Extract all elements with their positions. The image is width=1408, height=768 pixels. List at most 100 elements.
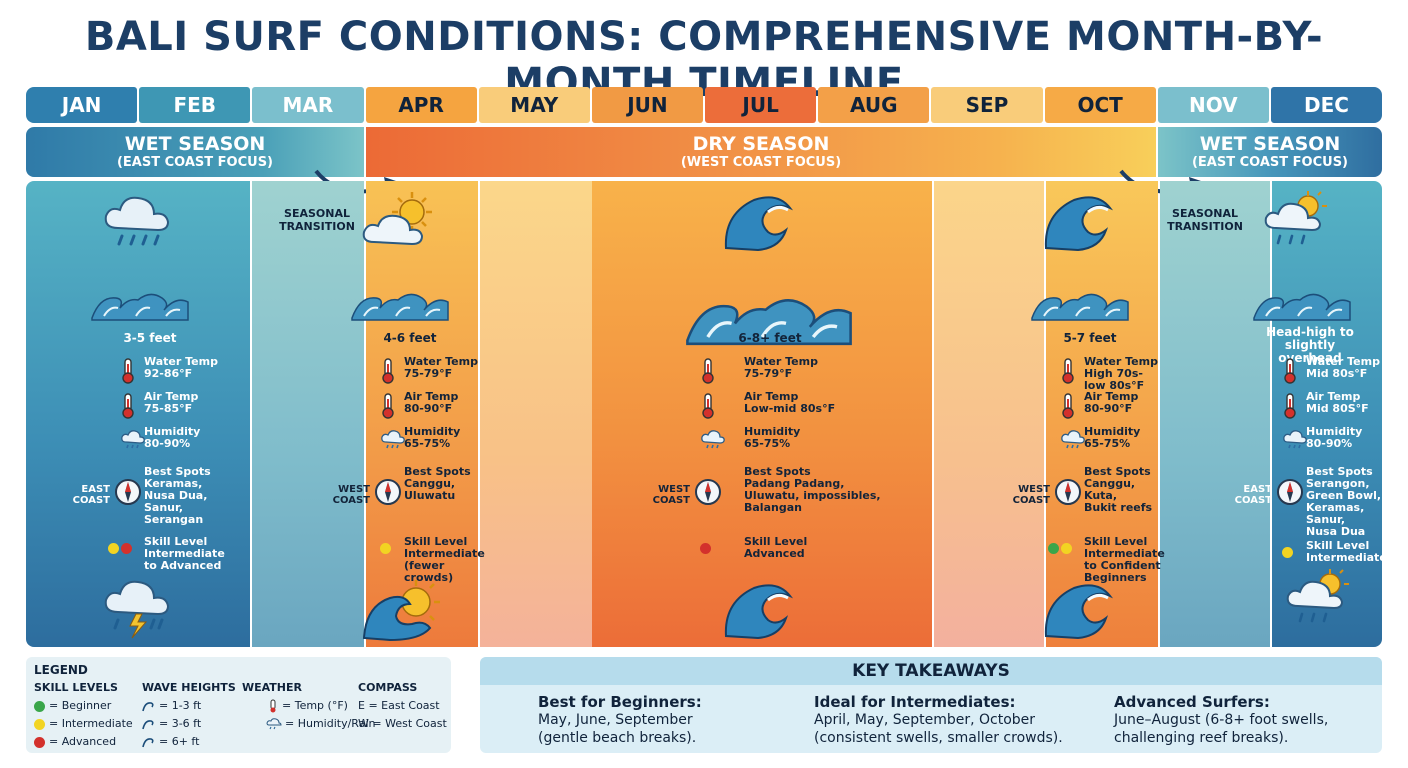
month-jun: JUN xyxy=(591,87,704,123)
takeaway-body: April, May, September, October (consiste… xyxy=(814,712,1063,746)
skill-dots xyxy=(108,538,134,557)
water-value: 75-79°F xyxy=(744,367,793,380)
hum-value: 80-90% xyxy=(1306,437,1353,450)
air-label: Air Temp xyxy=(1084,390,1139,403)
compass-icon xyxy=(694,478,722,510)
column-jan-feb xyxy=(26,181,250,647)
water-value: High 70s- low 80s°F xyxy=(1084,367,1145,392)
air-label: Air Temp xyxy=(1306,390,1361,403)
legend-wave-item: = 6+ ft xyxy=(142,735,199,748)
legend-text: = Intermediate xyxy=(49,717,133,730)
coast-label: WEST COAST xyxy=(1012,484,1050,506)
spots-value: Keramas, Nusa Dua, Sanur, Serangan xyxy=(144,477,208,526)
humidity-icon xyxy=(700,428,726,454)
month-apr: APR xyxy=(365,87,477,123)
skill-value: Intermediate to Confident Beginners xyxy=(1084,547,1165,584)
wave-height-text: Head-high to slightly overhead xyxy=(1266,325,1354,365)
skill-dot xyxy=(700,543,711,554)
season-sub: (EAST COAST FOCUS) xyxy=(116,154,274,170)
thermometer-icon xyxy=(120,358,136,388)
skill-dots xyxy=(380,538,393,557)
compass-icon xyxy=(1054,478,1082,510)
legend-compass-item: W = West Coast xyxy=(358,717,447,730)
takeaway-body: June–August (6-8+ foot swells, challengi… xyxy=(1114,712,1329,746)
legend-text: = Temp (°F) xyxy=(282,699,348,712)
season-sub: (WEST COAST FOCUS) xyxy=(680,154,842,170)
skill-dot xyxy=(34,736,45,748)
legend-weather-item: = Temp (°F) xyxy=(268,699,348,713)
skill-dot xyxy=(1048,543,1059,554)
legend-title: LEGEND xyxy=(34,663,88,677)
spots-label: Best Spots xyxy=(1084,465,1151,478)
coast-label: EAST COAST xyxy=(72,484,110,506)
legend-text: = 1-3 ft xyxy=(159,699,202,712)
column-mar xyxy=(252,181,364,647)
month-dec: DEC xyxy=(1270,87,1383,123)
skill-label: Skill Level xyxy=(404,535,468,548)
coast-label: WEST COAST xyxy=(652,484,690,506)
skill-value: Intermediate to Advanced xyxy=(144,547,225,572)
air-label: Air Temp xyxy=(144,390,199,403)
skill-dot xyxy=(380,543,391,554)
legend-text: = 6+ ft xyxy=(159,735,200,748)
hum-label: Humidity xyxy=(744,425,801,438)
legend-weather-item: = Humidity/Rain xyxy=(266,717,375,730)
column-nov xyxy=(1160,181,1270,647)
spots-value: Canggu, Kuta, Bukit reefs xyxy=(1084,477,1153,514)
column-may xyxy=(480,181,592,647)
thermometer-icon xyxy=(1282,358,1298,388)
wave-icon xyxy=(360,578,450,646)
skill-dot xyxy=(1282,547,1293,558)
takeaway-head: Advanced Surfers: xyxy=(1114,693,1270,711)
weather-icon xyxy=(100,190,180,258)
takeaway-advanced: Advanced Surfers: June–August (6-8+ foot… xyxy=(1114,693,1374,747)
humidity-icon xyxy=(120,428,146,454)
thermometer-icon xyxy=(120,393,136,423)
wave-height-icon xyxy=(684,286,854,354)
spots-value: Serangon, Green Bowl, Keramas, Sanur, Nu… xyxy=(1306,477,1382,538)
air-label: Air Temp xyxy=(744,390,799,403)
wave-height-text: 6-8+ feet xyxy=(738,331,802,345)
legend-compass-title: COMPASS xyxy=(358,681,418,694)
wave-height-icon xyxy=(90,286,190,326)
hum-value: 65-75% xyxy=(404,437,451,450)
spots-value: Padang Padang, Uluwatu, impossibles, Bal… xyxy=(744,477,881,514)
legend-text: = Humidity/Rain xyxy=(285,717,376,730)
water-label: Water Temp xyxy=(144,355,218,368)
humidity-icon xyxy=(1060,428,1086,454)
takeaways-title: KEY TAKEAWAYS xyxy=(480,657,1382,685)
wave-icon xyxy=(720,578,800,646)
water-label: Water Temp xyxy=(1306,355,1380,368)
month-feb: FEB xyxy=(139,87,251,123)
weather-icon xyxy=(1284,568,1354,632)
month-sep: SEP xyxy=(931,87,1043,123)
month-jul: JUL xyxy=(705,87,817,123)
wave-height-text: 3-5 feet xyxy=(123,331,177,345)
month-columns xyxy=(26,181,1382,647)
month-jan: JAN xyxy=(26,87,138,123)
skill-dots xyxy=(700,538,713,557)
compass-icon xyxy=(374,478,402,510)
humidity-icon xyxy=(1282,428,1308,454)
coast-label: EAST COAST xyxy=(1234,484,1272,506)
thermometer-icon xyxy=(380,393,396,423)
skill-dot xyxy=(1061,543,1072,554)
legend-skill-item: = Beginner xyxy=(34,699,111,712)
hum-label: Humidity xyxy=(1084,425,1141,438)
skill-label: Skill Level xyxy=(1084,535,1148,548)
wave-icon xyxy=(1040,578,1120,646)
column-sep xyxy=(934,181,1044,647)
legend-wave-item: = 3-6 ft xyxy=(142,717,201,730)
legend-wave-item: = 1-3 ft xyxy=(142,699,201,712)
air-value: 75-85°F xyxy=(144,402,193,415)
wave-height-text: 4-6 feet xyxy=(383,331,437,345)
transition-label: SEASONAL TRANSITION xyxy=(279,207,355,233)
water-value: 92-86°F xyxy=(144,367,193,380)
transition-label: SEASONAL TRANSITION xyxy=(1167,207,1243,233)
legend-text: = 3-6 ft xyxy=(159,717,202,730)
page-title: BALI SURF CONDITIONS: COMPREHENSIVE MONT… xyxy=(84,14,1324,106)
skill-label: Skill Level xyxy=(144,535,208,548)
spots-label: Best Spots xyxy=(744,465,811,478)
wave-height-icon xyxy=(350,286,450,326)
skill-dot xyxy=(34,700,45,712)
